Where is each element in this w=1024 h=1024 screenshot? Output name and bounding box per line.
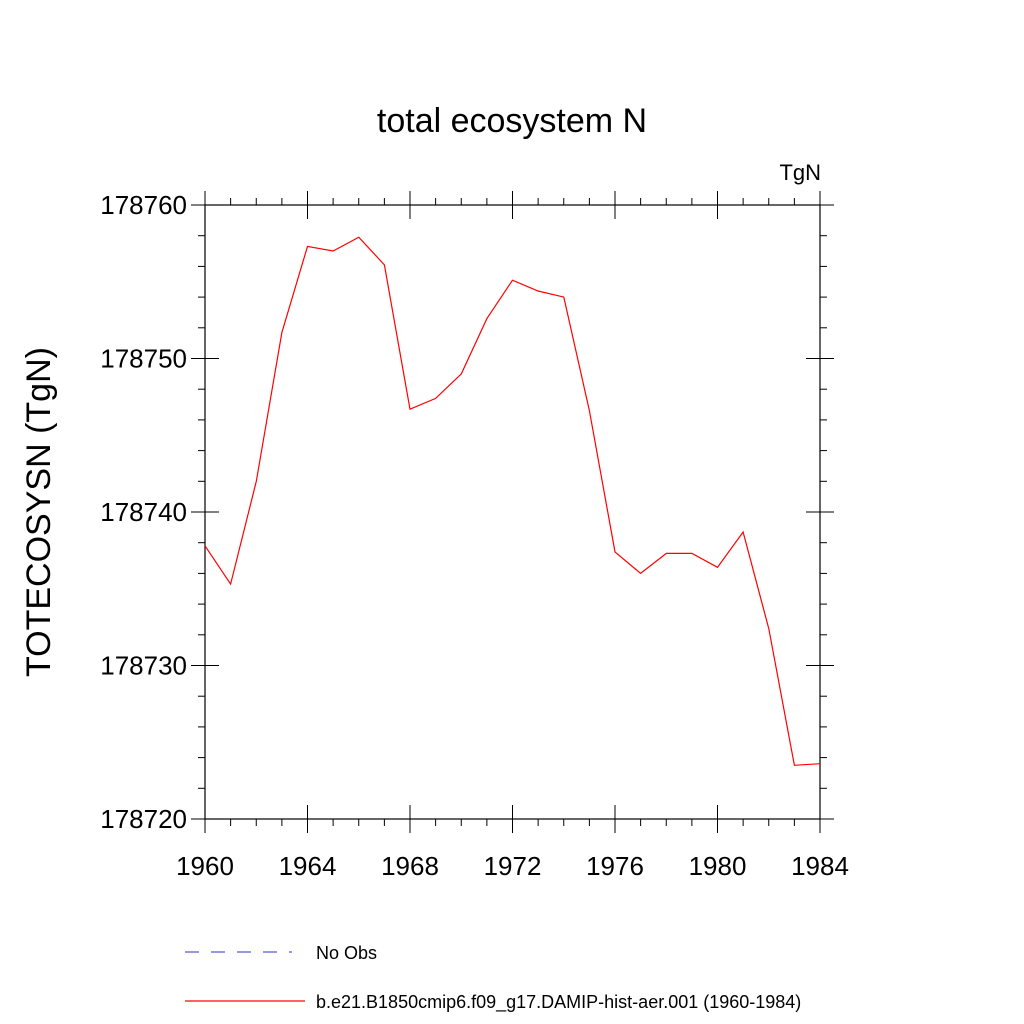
chart-title: total ecosystem N (377, 102, 647, 140)
y-axis-label: TOTECOSYSN (TgN) (20, 347, 58, 677)
plot-frame (204, 204, 821, 820)
x-tick-label: 1976 (586, 851, 644, 881)
units-label: TgN (779, 160, 821, 185)
y-tick-label: 178760 (100, 190, 187, 220)
legend-label-1: b.e21.B1850cmip6.f09_g17.DAMIP-hist-aer.… (316, 992, 801, 1013)
x-tick-label: 1984 (791, 851, 849, 881)
x-tick-label: 1972 (484, 851, 542, 881)
y-tick-label: 178750 (100, 344, 187, 374)
legend: No Obs b.e21.B1850cmip6.f09_g17.DAMIP-his… (185, 943, 801, 1013)
x-tick-label: 1960 (176, 851, 234, 881)
y-tick-label: 178730 (100, 651, 187, 681)
axis-ticks (191, 191, 834, 833)
axis-tick-labels: 178720 178730 178740 178750 178760 1960 1964 19… (100, 190, 849, 881)
x-tick-label: 1980 (689, 851, 747, 881)
series-layer (204, 236, 821, 766)
legend-label-0: No Obs (316, 943, 377, 963)
y-tick-label: 178740 (100, 497, 187, 527)
y-tick-label: 178720 (100, 804, 187, 834)
series-line-1 (204, 236, 821, 766)
x-tick-label: 1964 (279, 851, 337, 881)
x-tick-label: 1968 (381, 851, 439, 881)
